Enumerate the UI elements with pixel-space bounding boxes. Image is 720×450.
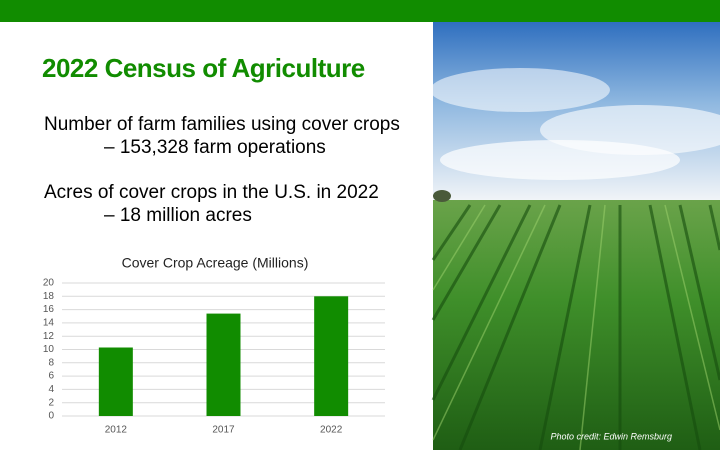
- text-line: – 153,328 farm operations: [104, 137, 326, 158]
- text-line: – 18 million acres: [104, 205, 252, 226]
- bar: [314, 296, 349, 416]
- y-tick-label: 14: [43, 318, 55, 329]
- x-tick-label: 2012: [105, 425, 128, 436]
- bar: [206, 313, 241, 416]
- x-tick-label: 2017: [212, 425, 235, 436]
- y-tick-label: 20: [43, 278, 55, 289]
- y-tick-label: 2: [48, 397, 54, 408]
- photo: [430, 22, 720, 450]
- x-tick-label: 2022: [320, 425, 343, 436]
- top-bar: [0, 0, 720, 22]
- y-tick-label: 0: [48, 411, 54, 422]
- photo-credit: Photo credit: Edwin Remsburg: [550, 431, 672, 441]
- y-tick-label: 12: [43, 331, 55, 342]
- chart-title: Cover Crop Acreage (Millions): [122, 255, 309, 271]
- y-tick-label: 6: [48, 371, 54, 382]
- y-tick-label: 18: [43, 291, 55, 302]
- bar: [98, 347, 133, 416]
- text-line: Acres of cover crops in the U.S. in 2022: [44, 182, 379, 203]
- slide-title: 2022 Census of Agriculture: [42, 53, 365, 83]
- y-tick-label: 8: [48, 357, 54, 368]
- text-line: Number of farm families using cover crop…: [44, 114, 400, 135]
- y-tick-label: 4: [48, 384, 54, 395]
- y-tick-label: 16: [43, 304, 55, 315]
- y-tick-label: 10: [43, 344, 55, 355]
